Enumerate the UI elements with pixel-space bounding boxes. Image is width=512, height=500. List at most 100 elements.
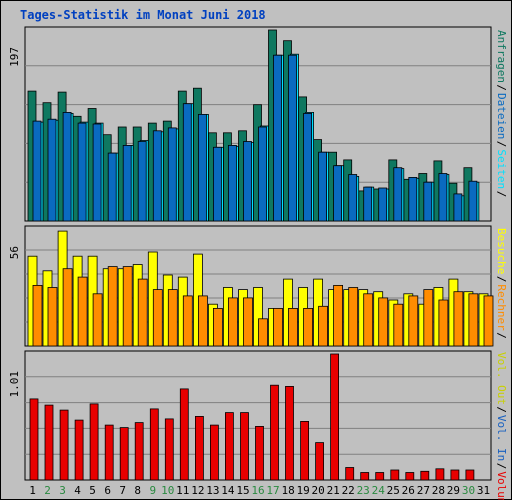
- day-label-8: 8: [134, 484, 141, 497]
- bar-volumen-day-27: [420, 470, 430, 481]
- bar-dateien-day-11: [182, 103, 192, 222]
- bar-rechner-day-5: [92, 293, 103, 347]
- bar-volumen-day-20: [315, 442, 325, 481]
- bar-dateien-day-9: [152, 130, 162, 222]
- day-label-28: 28: [432, 484, 445, 497]
- bar-dateien-day-6: [107, 152, 117, 222]
- day-label-24: 24: [372, 484, 386, 497]
- bar-volumen-day-10: [164, 418, 174, 481]
- bar-dateien-day-2: [47, 118, 57, 222]
- bar-rechner-day-2: [47, 287, 58, 347]
- bar-rechner-day-6: [107, 266, 118, 347]
- bar-volumen-day-23: [360, 472, 370, 481]
- bar-volumen-day-22: [345, 467, 355, 481]
- bar-dateien-day-14: [227, 144, 237, 222]
- bar-rechner-day-3: [62, 268, 73, 347]
- day-label-31: 31: [477, 484, 490, 497]
- panel-bottom: 1.01: [8, 350, 492, 481]
- day-label-11: 11: [176, 484, 189, 497]
- panel-bottom-ymax-label: 1.01: [8, 371, 21, 398]
- panel-top-ymax-label: 197: [8, 47, 21, 67]
- bar-rechner-day-23: [363, 293, 374, 347]
- bar-rechner-day-9: [152, 289, 163, 347]
- bar-volumen-day-15: [240, 412, 249, 481]
- day-label-16: 16: [251, 484, 264, 497]
- bar-dateien-day-29: [453, 193, 463, 222]
- bar-rechner-day-16: [258, 318, 268, 347]
- bar-volumen-day-17: [270, 384, 279, 481]
- day-label-12: 12: [191, 484, 204, 497]
- bar-volumen-day-25: [390, 469, 400, 481]
- legend-separator: /: [495, 141, 508, 148]
- bar-volumen-day-9: [149, 408, 159, 481]
- legend-separator: /: [495, 332, 508, 339]
- bar-rechner-day-19: [303, 307, 314, 347]
- legend-dateien: Dateien: [495, 93, 508, 139]
- day-label-20: 20: [311, 484, 324, 497]
- bar-rechner-day-4: [77, 276, 88, 347]
- bar-volumen-day-3: [59, 409, 69, 481]
- bar-volumen-day-4: [74, 419, 84, 481]
- bar-volumen-day-29: [450, 469, 460, 481]
- bar-dateien-day-13: [212, 146, 222, 222]
- bar-rechner-day-10: [167, 289, 178, 347]
- bar-volumen-day-18: [285, 385, 294, 481]
- day-label-30: 30: [462, 484, 475, 497]
- bar-dateien-day-10: [167, 127, 177, 222]
- bar-volumen-day-16: [255, 425, 264, 481]
- legend-anfragen: Anfragen: [495, 30, 508, 83]
- day-label-13: 13: [206, 484, 219, 497]
- bar-rechner-day-25: [393, 303, 404, 347]
- bar-dateien-day-3: [62, 112, 72, 222]
- bar-dateien-day-1: [32, 120, 42, 222]
- chart-title: Tages-Statistik im Monat Juni 2018: [20, 8, 266, 22]
- bar-rechner-day-30: [468, 293, 479, 347]
- bar-volumen-day-7: [119, 427, 129, 481]
- bar-rechner-day-27: [423, 289, 434, 347]
- bar-volumen-day-11: [179, 388, 189, 481]
- bar-dateien-day-27: [423, 181, 433, 222]
- bar-rechner-day-22: [348, 287, 359, 347]
- bar-volumen-day-12: [194, 415, 204, 481]
- bar-rechner-day-18: [288, 307, 298, 347]
- bar-dateien-day-20: [318, 151, 328, 222]
- bar-volumen-day-19: [300, 420, 310, 481]
- day-label-4: 4: [74, 484, 81, 497]
- legend-separator: /: [495, 406, 508, 413]
- bar-rechner-day-29: [453, 291, 464, 347]
- day-label-9: 9: [149, 484, 156, 497]
- day-label-6: 6: [104, 484, 111, 497]
- bar-rechner-day-28: [438, 299, 449, 347]
- legend-volumen: Volumen: [495, 471, 508, 500]
- legend-volin: Vol. In: [495, 415, 508, 461]
- day-label-10: 10: [161, 484, 174, 497]
- bar-rechner-day-17: [273, 307, 283, 347]
- legend-separator: /: [495, 463, 508, 470]
- panel-middle-ymax-label: 56: [8, 246, 21, 259]
- bar-dateien-day-19: [303, 113, 313, 222]
- bar-dateien-day-17: [273, 54, 282, 222]
- bar-rechner-day-14: [227, 297, 238, 347]
- bar-rechner-day-31: [483, 295, 494, 347]
- day-label-21: 21: [327, 484, 340, 497]
- day-label-27: 27: [417, 484, 430, 497]
- bar-dateien-day-16: [258, 126, 267, 222]
- legend-separator: /: [495, 276, 508, 283]
- bar-rechner-day-21: [333, 284, 344, 347]
- bar-rechner-day-15: [243, 297, 253, 347]
- bar-rechner-day-24: [378, 297, 389, 347]
- day-labels: 1 2 3 4 5 6 7 8 9 10 11 12 13 14 15 16 17 18 19 20 21 22 23 24 2…: [29, 484, 490, 497]
- day-label-17: 17: [266, 484, 279, 497]
- bar-rechner-day-12: [197, 295, 208, 347]
- bar-dateien-day-7: [122, 144, 132, 222]
- bar-dateien-day-15: [243, 141, 252, 222]
- bar-rechner-day-26: [408, 295, 419, 347]
- bar-volumen-day-2: [44, 404, 54, 481]
- legend-volout: Vol. Out: [495, 352, 508, 405]
- bar-dateien-day-4: [77, 122, 87, 222]
- bar-dateien-day-21: [333, 165, 343, 222]
- bar-besuche-day-16: [253, 287, 263, 347]
- bar-rechner-day-1: [32, 284, 43, 347]
- day-label-15: 15: [236, 484, 249, 497]
